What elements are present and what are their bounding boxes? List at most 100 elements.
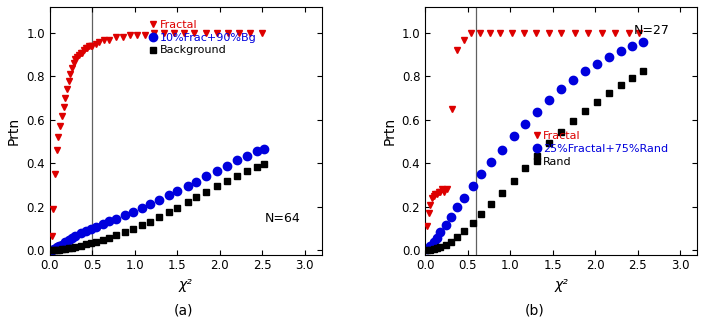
Rand [469,221,477,225]
X-axis label: χ²: χ² [554,278,568,292]
Rand [533,154,541,157]
25%Fractal+75%Rand [521,122,529,126]
Rand [460,229,468,233]
25%Fractal+75%Rand [557,87,565,91]
Fractal [475,31,484,35]
Fractal [149,31,158,35]
Fractal [105,38,113,41]
Background [82,242,90,246]
Fractal [78,51,87,54]
Rand [436,245,445,249]
25%Fractal+75%Rand [453,205,462,209]
Fractal [85,44,94,48]
Background [71,245,80,249]
Background [202,190,210,194]
Rand [487,202,496,206]
10%Frac+90%Bg [92,225,100,229]
10%Frac+90%Bg [146,202,154,206]
Text: (a): (a) [173,304,193,318]
Background [50,248,58,252]
25%Fractal+75%Rand [545,99,553,102]
25%Fractal+75%Rand [429,240,438,244]
Fractal [570,31,579,35]
Fractal [486,31,494,35]
25%Fractal+75%Rand [509,135,517,138]
Fractal [59,105,68,109]
Y-axis label: Prtn: Prtn [7,117,21,145]
25%Fractal+75%Rand [426,245,434,248]
Fractal [234,31,243,35]
Fractal [73,55,82,59]
Fractal [635,31,643,35]
10%Frac+90%Bg [76,232,84,235]
Background [105,236,113,239]
Background [99,238,107,242]
10%Frac+90%Bg [129,210,137,213]
Background [243,169,251,173]
Fractal [224,31,232,35]
Fractal [54,135,63,139]
10%Frac+90%Bg [112,217,120,220]
10%Frac+90%Bg [61,240,70,244]
Fractal [83,46,92,50]
Fractal [71,57,80,61]
Background [253,165,261,169]
Fractal [100,38,108,41]
10%Frac+90%Bg [82,229,90,233]
Fractal [47,234,56,238]
Background [260,162,268,166]
Rand [593,100,601,104]
Rand [605,91,613,95]
Background [87,241,95,245]
10%Frac+90%Bg [58,243,66,246]
Background [146,220,154,224]
Fractal [213,31,221,35]
Fractal [467,31,475,35]
Background [55,248,63,252]
Background [68,246,76,250]
25%Fractal+75%Rand [422,247,431,251]
Rand [446,240,455,244]
Text: N=64: N=64 [265,212,300,225]
Fractal [119,35,127,39]
10%Frac+90%Bg [253,149,261,153]
10%Frac+90%Bg [184,184,192,188]
Fractal [429,194,438,198]
10%Frac+90%Bg [192,180,201,183]
Background [112,233,120,237]
Background [47,248,56,252]
Rand [441,243,450,246]
Fractal [431,192,439,196]
Background [61,247,70,251]
Fractal [443,188,451,191]
Fractal [180,31,189,35]
25%Fractal+75%Rand [639,40,647,44]
Rand [617,83,625,87]
Fractal [88,44,96,48]
25%Fractal+75%Rand [436,231,445,234]
Fractal [82,46,90,50]
Rand [521,166,529,170]
Background [120,231,129,234]
Rand [581,109,589,113]
Background [58,247,66,251]
Background [154,215,163,219]
10%Frac+90%Bg [55,245,63,248]
Fractal [63,87,71,91]
Fractal [202,31,210,35]
Background [222,179,231,183]
25%Fractal+75%Rand [487,160,496,163]
Fractal [132,33,141,37]
25%Fractal+75%Rand [581,69,589,73]
10%Frac+90%Bg [120,213,129,217]
Fractal [422,225,431,228]
Background [213,184,221,188]
Fractal [557,31,565,35]
Fractal [438,188,446,191]
Legend: Fractal, 25%Fractal+75%Rand, Rand: Fractal, 25%Fractal+75%Rand, Rand [534,131,668,167]
Rand [628,76,636,80]
25%Fractal+75%Rand [433,236,441,239]
Fractal [508,31,516,35]
Fractal [66,73,75,76]
Fractal [170,31,178,35]
